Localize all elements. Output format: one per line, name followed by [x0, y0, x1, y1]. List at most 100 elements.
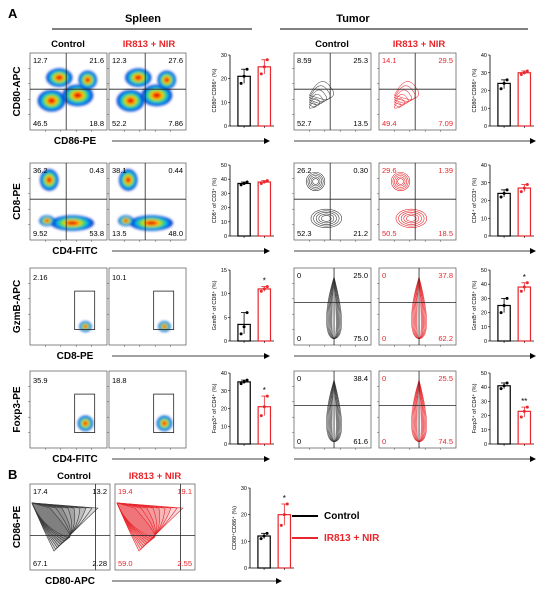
density-blob	[37, 89, 66, 112]
panel-letter-a: A	[8, 6, 18, 21]
bar-y-label: CD4⁺ of CD3⁺ (%)	[471, 178, 478, 224]
density-blob	[40, 169, 59, 191]
bar-chart-tumor: 0 10 20 30 40 CD4⁺ of CD3⁺ (%)	[471, 163, 534, 240]
quadrant-value-lr: 7.09	[438, 119, 453, 128]
significance-marker: *	[283, 494, 286, 503]
significance-marker: *	[263, 277, 266, 286]
bar-y-tick-label: 30	[481, 71, 487, 77]
bar	[257, 66, 272, 127]
group-label-treat: IR813 + NIR	[393, 39, 446, 50]
bar-y-tick-label: 30	[221, 191, 227, 197]
quadrant-value-ll: 0	[297, 437, 301, 446]
quadrant-value-lr: 7.86	[168, 119, 183, 128]
bar-y-tick-label: 50	[481, 371, 487, 377]
contour-line	[312, 178, 319, 185]
quadrant-value-ul: 0	[382, 271, 386, 280]
data-point	[499, 195, 503, 199]
data-point	[505, 78, 509, 82]
flow-plot	[114, 483, 196, 571]
flow-plot-frame	[29, 370, 108, 449]
quadrant-value-ur: 37.8	[438, 271, 453, 280]
bar	[517, 72, 532, 127]
bar-y-label: Foxp3⁺ of CD4⁺ (%)	[471, 383, 478, 433]
data-point	[519, 415, 523, 419]
data-point	[502, 384, 506, 388]
data-point	[262, 287, 266, 291]
axis-arrow-head	[264, 456, 270, 462]
bar-y-tick-label: 40	[481, 163, 487, 169]
bar-y-tick-label: 0	[484, 442, 487, 448]
data-point	[242, 74, 246, 78]
quadrant-value-ul: 8.59	[297, 56, 312, 65]
data-point	[522, 285, 526, 289]
bar-y-tick-label: 10	[241, 539, 247, 545]
density-blob	[116, 89, 145, 112]
bar-y-label: CD80⁺CD86⁺ (%)	[211, 68, 218, 112]
quadrant-value-lr: 62.2	[438, 334, 453, 343]
bar	[497, 192, 511, 237]
data-point	[265, 285, 269, 289]
data-point	[265, 58, 269, 62]
tissue-title-tumor: Tumor	[336, 13, 370, 25]
quadrant-value-ur: 25.3	[353, 56, 368, 65]
quadrant-value-ul: 0	[382, 374, 386, 383]
quadrant-value-ll: 0	[382, 437, 386, 446]
bar-y-tick-label: 30	[221, 53, 227, 59]
data-point	[242, 181, 246, 185]
tissue-title-spleen: Spleen	[125, 13, 161, 25]
data-point	[245, 378, 249, 382]
bar-chart-b: 0 10 20 30 CD80⁺CD86⁺ (%) *	[231, 486, 294, 572]
quadrant-value-ul: 14.1	[382, 56, 397, 65]
data-point	[499, 87, 503, 91]
contour-line	[397, 178, 404, 185]
data-point	[525, 281, 529, 285]
quadrant-value-ll: 52.3	[297, 229, 312, 238]
data-point	[242, 380, 246, 384]
legend-label-control: Control	[324, 511, 360, 522]
bar-chart-spleen: 0 10 20 30 CD80⁺CD86⁺ (%)	[211, 53, 274, 130]
flow-plot	[28, 162, 108, 242]
bar-y-tick-label: 20	[221, 77, 227, 83]
contour-line	[309, 98, 321, 107]
data-point	[262, 405, 266, 409]
quadrant-value-ll: 13.5	[112, 229, 127, 238]
quadrant-value-ur: 38.4	[353, 374, 368, 383]
quadrant-value-lr: 2.28	[92, 559, 107, 568]
contour-line	[309, 175, 322, 188]
bar-y-label: CD80⁺CD86⁺ (%)	[231, 506, 238, 550]
quadrant-value-ul: 36.2	[33, 166, 48, 175]
data-point	[502, 304, 506, 307]
quadrant-value-ur: 19.1	[177, 487, 192, 496]
quadrant-value-lr: 18.5	[438, 229, 453, 238]
bar	[237, 182, 251, 237]
panel-letter-b: B	[8, 467, 17, 482]
bar-y-label: GzmB⁺ of CD8⁺ (%)	[471, 280, 478, 330]
data-point	[262, 180, 266, 184]
quadrant-value-ur: 27.6	[168, 56, 183, 65]
contour-line	[307, 173, 324, 190]
quadrant-value-lr: 61.6	[353, 437, 368, 446]
bar-y-tick-label: 40	[481, 385, 487, 391]
bar-y-tick-label: 20	[481, 414, 487, 420]
quadrant-value-ll: 52.7	[297, 119, 312, 128]
bar-y-tick-label: 30	[241, 486, 247, 492]
data-point	[259, 181, 263, 185]
data-point	[265, 531, 269, 535]
bar-y-tick-label: 20	[481, 89, 487, 95]
bar-y-tick-label: 40	[221, 371, 227, 377]
bar-y-tick-label: 40	[221, 177, 227, 183]
flow-y-label: GzmB-APC	[12, 280, 23, 333]
gate-value: 2.16	[33, 273, 48, 282]
flow-plot	[107, 162, 187, 242]
gate-box	[153, 393, 175, 434]
bar-y-tick-label: 50	[221, 163, 227, 169]
data-point	[262, 65, 266, 69]
flow-plot	[292, 267, 372, 347]
data-point	[239, 81, 243, 85]
bar-y-tick-label: 0	[244, 566, 247, 572]
quadrant-value-ur: 1.39	[438, 166, 453, 175]
contour-line	[394, 175, 407, 188]
